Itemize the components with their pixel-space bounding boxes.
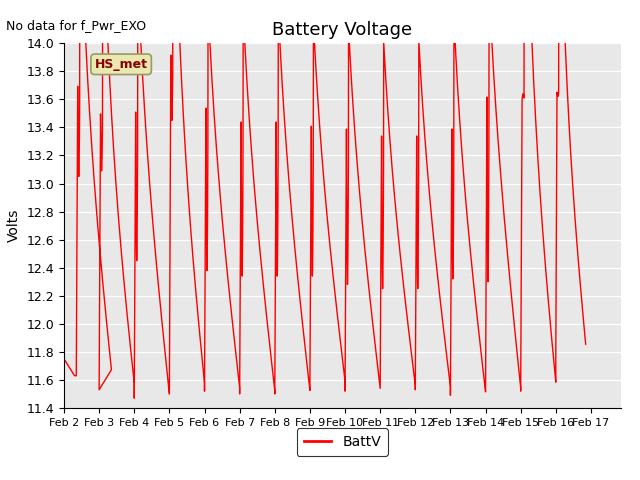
- Text: HS_met: HS_met: [95, 58, 148, 71]
- Y-axis label: Volts: Volts: [7, 209, 21, 242]
- Text: No data for f_Pwr_EXO: No data for f_Pwr_EXO: [6, 19, 147, 32]
- Legend: BattV: BattV: [296, 428, 388, 456]
- Title: Battery Voltage: Battery Voltage: [273, 21, 412, 39]
